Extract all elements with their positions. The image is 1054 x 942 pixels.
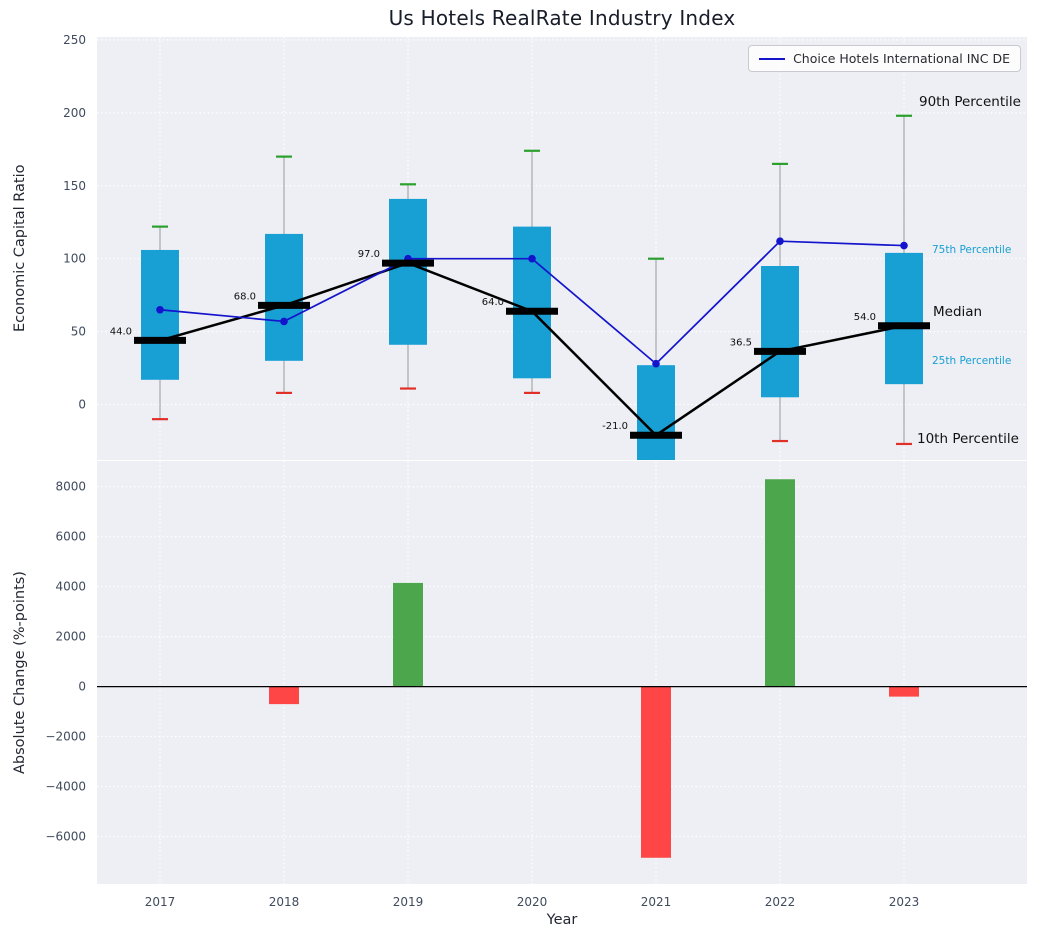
svg-text:2023: 2023 [889, 895, 920, 909]
bar-2023 [889, 686, 919, 697]
panel-backgrounds [97, 37, 1027, 884]
box-2021 [637, 365, 675, 460]
svg-text:50: 50 [71, 325, 86, 339]
svg-text:2022: 2022 [765, 895, 796, 909]
svg-text:6000: 6000 [55, 530, 86, 544]
svg-text:8000: 8000 [55, 480, 86, 494]
bar-2018 [269, 686, 299, 705]
svg-text:0: 0 [78, 398, 86, 412]
svg-text:250: 250 [63, 33, 86, 47]
annotation-10th-percentile: 10th Percentile [917, 431, 1019, 447]
legend-label: Choice Hotels International INC DE [793, 51, 1010, 66]
box-2019 [389, 198, 427, 345]
svg-text:150: 150 [63, 179, 86, 193]
median-markers: 44.0 68.0 97.0 64.0 -21.0 36.5 54.0 [110, 249, 930, 439]
legend: Choice Hotels International INC DE [748, 45, 1021, 72]
svg-text:64.0: 64.0 [482, 297, 504, 308]
svg-text:100: 100 [63, 252, 86, 266]
y-axis-label-top: Economic Capital Ratio [12, 164, 28, 333]
svg-text:−2000: −2000 [45, 730, 86, 744]
bar-2019 [393, 582, 423, 687]
svg-text:54.0: 54.0 [854, 312, 876, 323]
svg-text:2017: 2017 [145, 895, 176, 909]
svg-text:4000: 4000 [55, 580, 86, 594]
axis-tick-labels: 0 50 100 150 200 250 −6000 −4000 −2000 0 2000 4000 6… [45, 33, 919, 909]
box-2018 [265, 233, 303, 361]
box-2020 [513, 226, 551, 379]
box-2017 [141, 249, 179, 380]
svg-text:0: 0 [78, 680, 86, 694]
svg-text:−4000: −4000 [45, 780, 86, 794]
bar-2022 [765, 479, 795, 687]
svg-text:2000: 2000 [55, 630, 86, 644]
x-axis-label: Year [546, 912, 578, 928]
svg-text:97.0: 97.0 [358, 249, 380, 260]
box-2022 [761, 266, 799, 398]
legend-line-sample-icon [759, 57, 786, 60]
svg-text:2019: 2019 [393, 895, 424, 909]
svg-text:68.0: 68.0 [234, 291, 256, 302]
svg-text:-21.0: -21.0 [602, 421, 628, 432]
y-axis-label-bottom: Absolute Change (%-points) [12, 571, 28, 774]
bar-2021 [641, 686, 671, 858]
boxplot [141, 114, 923, 460]
svg-text:36.5: 36.5 [730, 337, 752, 348]
svg-text:44.0: 44.0 [110, 326, 132, 337]
svg-text:2021: 2021 [641, 895, 672, 909]
chart-title: Us Hotels RealRate Industry Index [388, 6, 736, 30]
svg-text:2020: 2020 [517, 895, 548, 909]
svg-text:−6000: −6000 [45, 830, 86, 844]
box-2023 [885, 252, 923, 385]
annotation-90th-percentile: 90th Percentile [919, 94, 1021, 110]
company-series-line [156, 237, 908, 368]
annotation-75th-percentile: 75th Percentile [932, 244, 1012, 256]
svg-text:200: 200 [63, 106, 86, 120]
change-bars [97, 479, 1027, 858]
annotation-25th-percentile: 25th Percentile [932, 355, 1012, 367]
svg-text:2018: 2018 [269, 895, 300, 909]
annotation-median: Median [933, 304, 983, 320]
